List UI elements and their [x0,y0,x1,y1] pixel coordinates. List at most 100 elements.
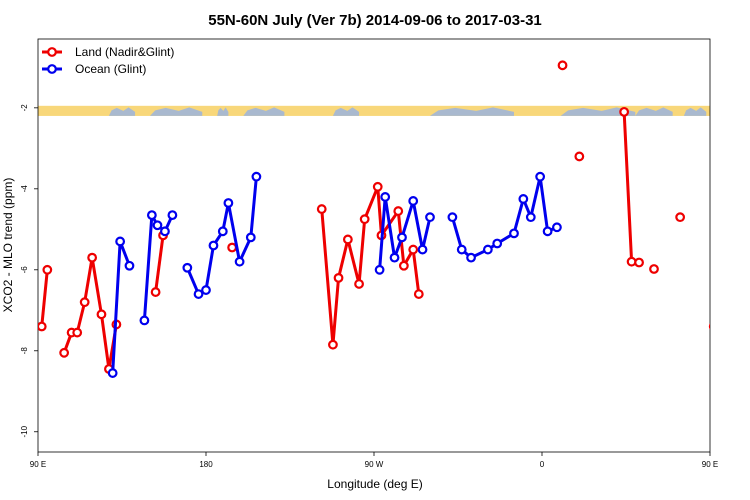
series-line-land [62,256,118,371]
data-point-land [398,260,409,271]
legend: Land (Nadir&Glint) Ocean (Glint) [42,45,174,76]
data-point-ocean [408,196,419,206]
data-point-ocean [389,252,400,263]
plot-frame [37,38,711,453]
data-point-ocean [397,232,407,243]
y-axis: -2 -4 -6 -8 -10 [20,104,38,438]
data-point-ocean [201,285,211,295]
data-point-ocean [251,171,262,182]
series-line-land [736,258,750,369]
band-land-patch [635,107,673,116]
x-axis-label: Longitude (deg E) [327,477,422,491]
series-line-ocean [450,175,558,260]
series-line-land [622,111,640,264]
data-point-land [354,279,364,289]
y-axis-label: XCO2 - MLO trend (ppm) [1,178,15,313]
data-point-land [372,181,383,192]
data-point-ocean [525,212,536,223]
x-tick-label: 0 [540,460,545,469]
data-point-ocean [552,222,562,233]
y-tick-label: -10 [20,425,29,437]
data-point-ocean [193,289,204,299]
band-land-patch [150,107,203,116]
chart-title: 55N-60N July (Ver 7b) 2014-09-06 to 2017… [208,12,542,29]
band-land-patch [108,107,136,116]
data-point-land [574,151,585,162]
data-point-land [408,244,419,255]
data-point-land [59,347,70,358]
data-point-ocean [509,228,519,239]
legend-marker-ocean [47,64,57,74]
y-tick-label: -6 [20,266,29,274]
data-point-land [649,264,659,274]
band-land-patch [243,107,285,116]
data-point-land [96,309,107,320]
data-point-ocean [380,192,391,202]
data-point-land [328,339,338,350]
legend-marker-land [47,47,57,57]
y-tick-label: -4 [20,185,29,193]
series-land [38,60,750,374]
data-point-land [72,327,83,338]
data-point-ocean [217,226,228,237]
data-point-land [79,297,90,308]
series-line-ocean [111,239,131,374]
data-point-land [413,289,424,299]
data-point-land [342,234,353,245]
data-point-ocean [542,226,553,237]
series-layer [38,60,750,378]
data-point-ocean [456,244,467,255]
data-point-ocean [107,368,118,378]
band-ocean [38,105,710,116]
x-tick-label: 90 E [30,460,46,469]
x-tick-label: 90 E [702,460,718,469]
data-point-ocean [425,212,435,223]
series-line-land [714,270,720,327]
data-point-land [227,242,238,253]
data-point-ocean [146,210,157,221]
data-point-land [634,257,644,268]
data-point-ocean [518,194,529,204]
data-point-ocean [139,315,150,326]
data-point-land [619,106,630,117]
data-point-ocean [167,210,178,221]
data-point-ocean [152,220,163,231]
data-point-land [393,206,404,216]
band-land-patch [683,107,707,116]
data-point-ocean [466,252,476,263]
data-point-land [42,264,53,275]
data-point-land [333,272,344,283]
data-point-land [150,287,161,297]
data-point-land [87,252,98,263]
data-point-ocean [208,240,219,251]
data-point-land [316,204,327,214]
x-axis: 90 E 180 90 W 0 90 E [30,452,718,469]
y-tick-label: -2 [20,104,29,112]
data-point-land [675,212,686,223]
data-point-ocean [447,212,458,223]
series-ocean [107,171,562,378]
data-point-ocean [482,244,493,255]
series-line-land [154,235,165,293]
y-tick-label: -8 [20,347,29,355]
band-land-patch [217,107,229,116]
data-point-ocean [124,260,135,271]
landmask-band [38,105,710,116]
data-point-ocean [223,198,234,208]
data-point-land [557,60,568,71]
data-point-ocean [115,236,126,247]
x-tick-label: 90 W [365,460,384,469]
band-land-patch [560,107,636,116]
data-point-ocean [535,171,546,182]
data-point-ocean [182,262,193,273]
legend-label-ocean: Ocean (Glint) [75,62,146,76]
data-point-land [359,214,370,225]
data-point-ocean [245,232,256,243]
data-point-ocean [374,264,385,275]
data-point-ocean [160,226,170,237]
data-point-ocean [492,238,503,249]
legend-label-land: Land (Nadir&Glint) [75,45,174,59]
band-land-patch [430,107,514,116]
data-point-ocean [417,244,428,255]
